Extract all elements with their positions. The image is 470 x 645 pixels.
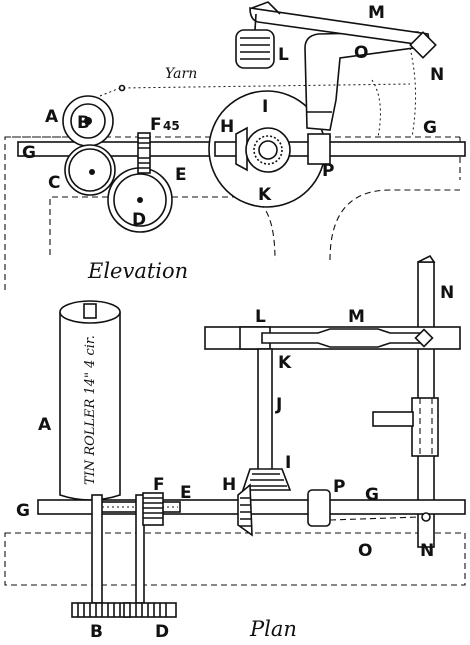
label-k-plan: K bbox=[278, 353, 292, 373]
label-g-right-plan: G bbox=[365, 485, 379, 505]
gear-d-axle bbox=[137, 197, 143, 203]
label-p-plan: P bbox=[333, 477, 345, 497]
bevel-gear-i-plan-teeth bbox=[248, 473, 287, 487]
treadle-arm-m-upper bbox=[251, 1, 281, 15]
pedal-l-ridges bbox=[240, 37, 270, 60]
label-l-elevation: L bbox=[278, 45, 289, 65]
label-k-elevation: K bbox=[258, 185, 272, 205]
yarn-label: Yarn bbox=[165, 66, 197, 82]
label-e-elevation: E bbox=[175, 165, 187, 185]
label-h-elevation: H bbox=[220, 117, 234, 137]
label-j-plan: J bbox=[275, 395, 282, 415]
roller-b-axle bbox=[84, 117, 92, 125]
label-a-plan: A bbox=[38, 415, 52, 435]
tin-roller-text: TIN ROLLER 14" 4 cir. bbox=[83, 335, 98, 485]
label-n-top-plan: N bbox=[440, 283, 454, 303]
bevel-gear-h-plan-teeth bbox=[240, 497, 251, 527]
gears-bottom-teeth bbox=[77, 603, 167, 617]
label-m-elevation: M bbox=[368, 3, 385, 23]
bevel-gear-h-elevation bbox=[235, 126, 248, 172]
gear-b-plan bbox=[71, 602, 131, 618]
label-i-elevation: I bbox=[262, 97, 268, 117]
label-i-plan: I bbox=[285, 453, 291, 473]
label-d-plan: D bbox=[155, 622, 169, 642]
shaft-n-cap bbox=[417, 254, 436, 263]
label-d-elevation: D bbox=[132, 210, 146, 230]
label-n-bottom-plan: N bbox=[420, 541, 434, 561]
plan-view: TIN ROLLER 14" 4 cir. A B D E F G G bbox=[4, 254, 466, 642]
label-n-elevation: N bbox=[430, 65, 444, 85]
bracket-plan bbox=[411, 397, 439, 457]
label-o-plan: O bbox=[358, 541, 372, 561]
bevel-gear-h-plan bbox=[237, 483, 253, 537]
bevel-gear-i-ring bbox=[253, 135, 283, 165]
label-b-elevation: B bbox=[77, 113, 90, 133]
gear-f-plan-teeth bbox=[143, 497, 163, 519]
elevation-view: Yarn A B C D E F 45 G G H I K L M N O P … bbox=[4, 1, 466, 290]
frame-inner-outline bbox=[49, 189, 460, 261]
clutch-collar-p-elevation bbox=[307, 133, 331, 165]
pivot-n-elevation bbox=[409, 31, 437, 59]
label-e-plan: E bbox=[180, 483, 192, 503]
label-l-plan: L bbox=[255, 307, 266, 327]
label-g-left-plan: G bbox=[16, 501, 30, 521]
link-o-plan bbox=[329, 516, 421, 521]
pedal-l-stem bbox=[254, 13, 257, 31]
pivot-n-plan bbox=[414, 328, 434, 348]
gear-d-plan bbox=[123, 602, 177, 618]
label-m-plan: M bbox=[348, 307, 365, 327]
label-c-elevation: C bbox=[48, 173, 60, 193]
gear-f-elevation bbox=[137, 132, 151, 174]
pedal-l-elevation bbox=[235, 29, 275, 69]
bevel-gear-i-hub bbox=[258, 140, 278, 160]
gear-d-inner bbox=[113, 173, 167, 227]
roller-b-inner bbox=[70, 103, 106, 139]
gear-f-plan bbox=[142, 492, 164, 526]
label-b-plan: B bbox=[90, 622, 103, 642]
caption-elevation: Elevation bbox=[87, 259, 188, 283]
clutch-collar-p-plan bbox=[307, 489, 331, 527]
roller-c-inner bbox=[68, 148, 112, 192]
tin-roller-a-spindle bbox=[83, 303, 97, 319]
gear-f-teeth bbox=[138, 137, 150, 169]
label-f-elevation: F bbox=[150, 115, 162, 135]
treadle-o-plan-outline bbox=[4, 532, 466, 586]
label-a-elevation: A bbox=[45, 107, 59, 127]
label-h-plan: H bbox=[222, 475, 236, 495]
label-g-right-elevation: G bbox=[423, 118, 437, 138]
yarn-guide-mid bbox=[371, 79, 381, 138]
caption-plan: Plan bbox=[249, 617, 297, 641]
label-f-note-elevation: 45 bbox=[163, 119, 180, 133]
bracket-arm-plan bbox=[372, 411, 414, 427]
label-g-left-elevation: G bbox=[22, 143, 36, 163]
pivot-n-bottom-plan bbox=[421, 512, 431, 522]
shaft-j-plan bbox=[257, 348, 273, 472]
yarn-guide-eye bbox=[118, 84, 126, 92]
yarn-guide-right bbox=[409, 47, 417, 138]
lever-o-elevation bbox=[304, 31, 430, 131]
shaft-b-plan bbox=[91, 494, 103, 604]
treadle-arm-m bbox=[249, 7, 431, 47]
roller-c-axle bbox=[89, 169, 95, 175]
label-f-plan: F bbox=[153, 475, 165, 495]
label-o-elevation: O bbox=[354, 43, 368, 63]
label-p-elevation: P bbox=[322, 161, 334, 181]
